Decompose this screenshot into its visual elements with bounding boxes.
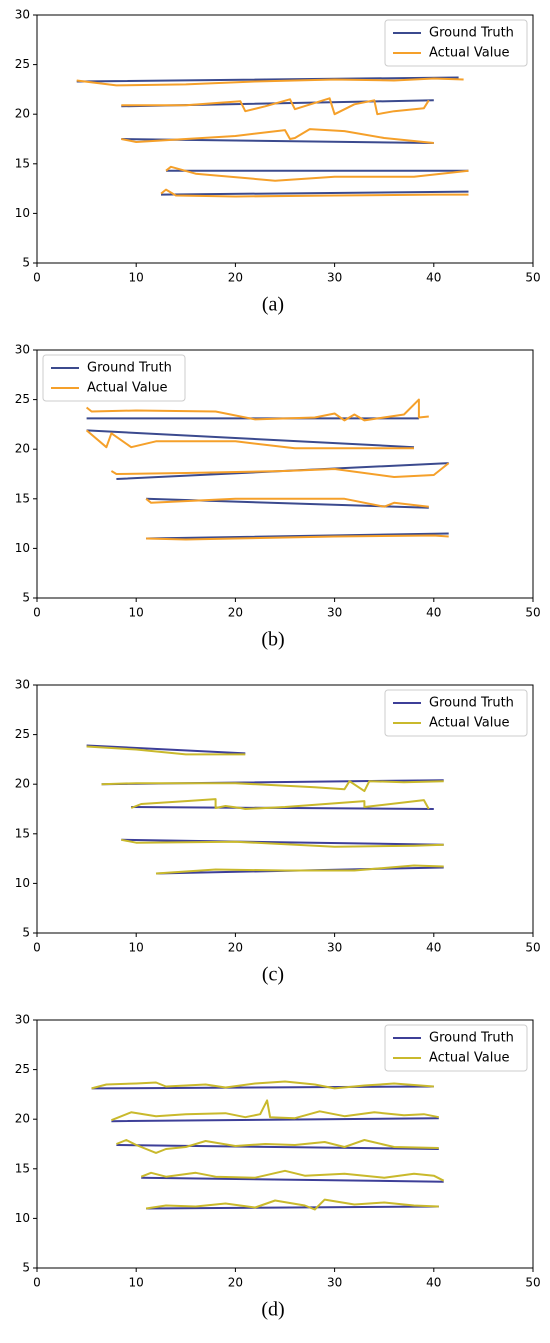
y-tick-label: 30 (15, 1013, 30, 1027)
x-tick-label: 10 (129, 1276, 144, 1290)
x-tick-label: 40 (426, 606, 441, 620)
y-tick-label: 20 (15, 442, 30, 456)
x-tick-label: 10 (129, 941, 144, 955)
legend-label: Ground Truth (87, 361, 172, 376)
legend-box (42, 354, 186, 402)
x-tick-label: 30 (327, 1276, 342, 1290)
y-tick-label: 10 (15, 206, 30, 220)
y-tick-label: 5 (22, 591, 30, 605)
panel-label: (d) (261, 1299, 284, 1321)
x-tick-label: 50 (525, 606, 540, 620)
y-tick-label: 15 (15, 1161, 30, 1175)
y-tick-label: 15 (15, 491, 30, 505)
series-line (91, 1085, 444, 1210)
x-tick-label: 0 (33, 271, 41, 285)
panel-label: (c) (262, 964, 284, 986)
series-line (91, 1080, 445, 1211)
y-tick-label: 25 (15, 392, 30, 406)
y-tick-label: 25 (15, 57, 30, 71)
legend-label: Actual Value (429, 716, 510, 731)
series-line (86, 417, 449, 540)
x-tick-label: 50 (525, 941, 540, 955)
panel-label: (b) (261, 629, 284, 651)
series-line (86, 744, 444, 875)
y-tick-label: 20 (15, 107, 30, 121)
x-tick-label: 40 (426, 941, 441, 955)
x-tick-label: 0 (33, 606, 41, 620)
y-tick-label: 25 (15, 1062, 30, 1076)
x-tick-label: 20 (228, 1276, 243, 1290)
chart: 0 10 20 30 40 50 5 10 15 20 25 30 Ground Truth Actual… (15, 1013, 541, 1321)
y-tick-label: 15 (15, 156, 30, 170)
y-tick-label: 15 (15, 826, 30, 840)
series-line (86, 745, 444, 875)
x-tick-label: 20 (228, 271, 243, 285)
x-tick-label: 40 (426, 1276, 441, 1290)
y-tick-label: 10 (15, 876, 30, 890)
legend-label: Ground Truth (429, 26, 514, 41)
legend-label: Actual Value (429, 1051, 510, 1066)
panel-label: (a) (262, 294, 284, 316)
x-tick-label: 40 (426, 271, 441, 285)
x-tick-label: 30 (327, 941, 342, 955)
x-tick-label: 10 (129, 606, 144, 620)
x-tick-label: 30 (327, 606, 342, 620)
legend-label: Ground Truth (429, 696, 514, 711)
plot-frame (36, 349, 534, 599)
y-tick-label: 5 (22, 926, 30, 940)
legend-label: Actual Value (429, 46, 510, 61)
plot-frame (36, 14, 534, 264)
y-tick-label: 25 (15, 727, 30, 741)
x-tick-label: 0 (33, 1276, 41, 1290)
x-tick-label: 50 (525, 1276, 540, 1290)
chart: 0 10 20 30 40 50 5 10 15 20 25 30 Ground Truth Actual… (15, 678, 541, 986)
x-tick-label: 0 (33, 941, 41, 955)
x-tick-label: 10 (129, 271, 144, 285)
y-tick-label: 30 (15, 678, 30, 692)
legend-box (384, 19, 528, 67)
x-tick-label: 20 (228, 606, 243, 620)
plot-frame (36, 1019, 534, 1269)
chart: 0 10 20 30 40 50 5 10 15 20 25 30 Ground Truth Actual… (15, 343, 541, 651)
y-tick-label: 5 (22, 1261, 30, 1275)
chart: 0 10 20 30 40 50 5 10 15 20 25 30 Ground Truth Actual… (15, 8, 541, 316)
y-tick-label: 10 (15, 1211, 30, 1225)
y-tick-label: 30 (15, 8, 30, 22)
legend-label: Ground Truth (429, 1031, 514, 1046)
x-tick-label: 20 (228, 941, 243, 955)
x-tick-label: 30 (327, 271, 342, 285)
y-tick-label: 10 (15, 541, 30, 555)
y-tick-label: 5 (22, 256, 30, 270)
legend-box (384, 1024, 528, 1072)
plot-frame (36, 684, 534, 934)
series-line (76, 77, 469, 198)
legend-box (384, 689, 528, 737)
series-line (85, 398, 450, 541)
legend-label: Actual Value (87, 381, 168, 396)
y-tick-label: 30 (15, 343, 30, 357)
y-tick-label: 20 (15, 1112, 30, 1126)
x-tick-label: 50 (525, 271, 540, 285)
y-tick-label: 20 (15, 777, 30, 791)
